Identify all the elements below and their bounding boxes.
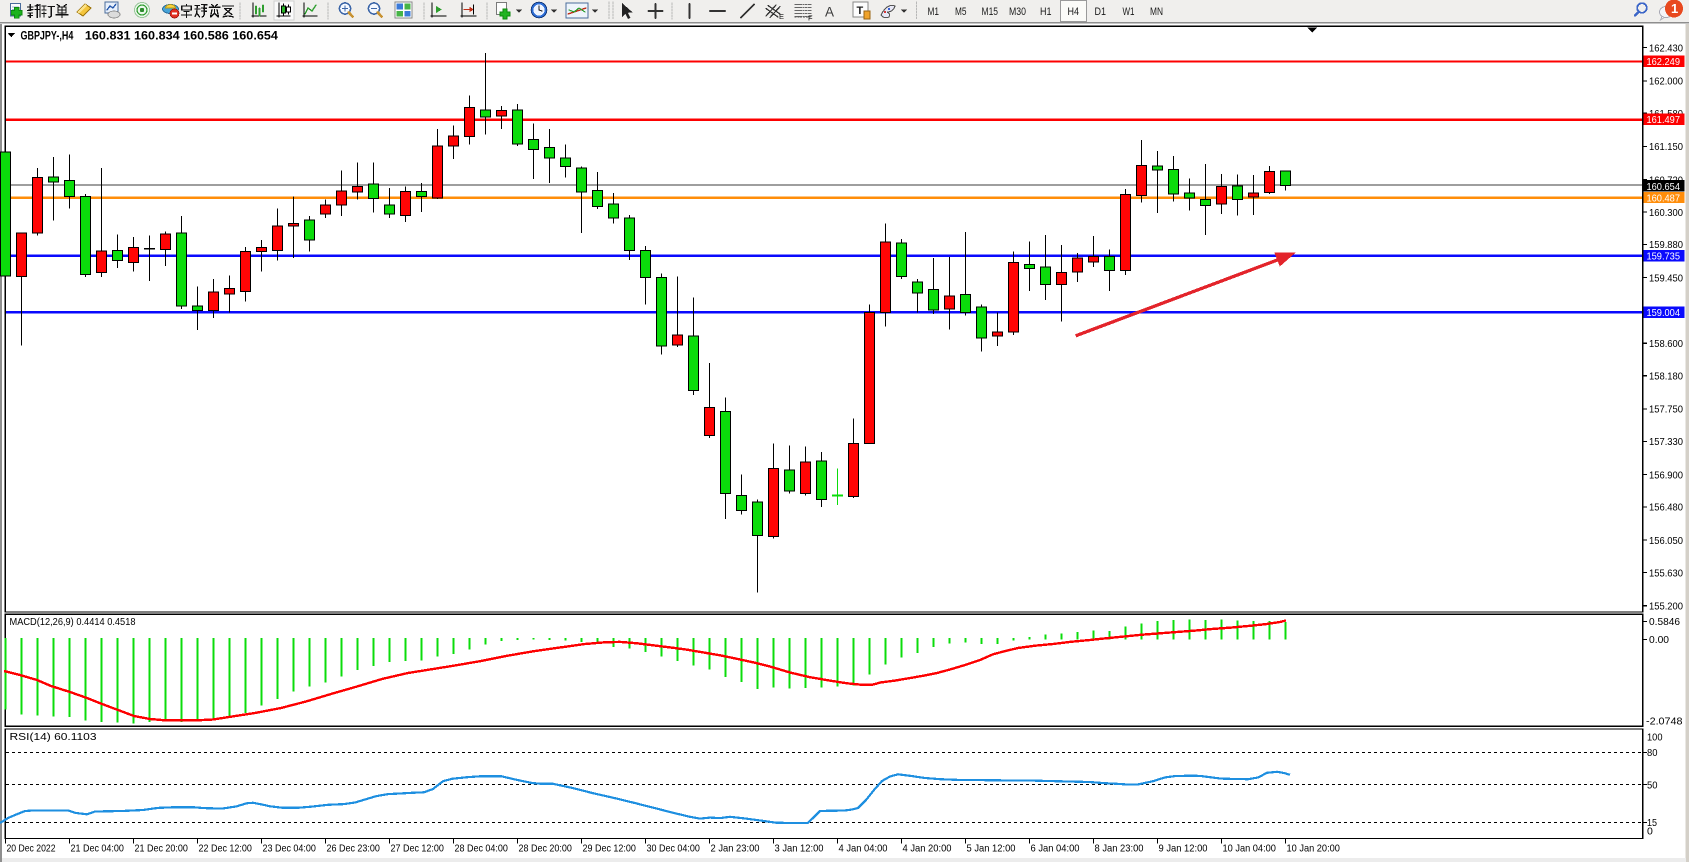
svg-text:1: 1 [1671, 1, 1678, 16]
svg-text:W1: W1 [1123, 6, 1135, 18]
svg-text:28 Dec 04:00: 28 Dec 04:00 [455, 843, 509, 855]
svg-text:4 Jan 04:00: 4 Jan 04:00 [839, 843, 888, 855]
svg-text:156.480: 156.480 [1649, 502, 1683, 514]
svg-text:RSI(14) 60.1103: RSI(14) 60.1103 [10, 731, 97, 743]
svg-text:15: 15 [1647, 817, 1657, 829]
svg-text:0: 0 [1647, 825, 1653, 837]
svg-text:162.000: 162.000 [1649, 76, 1683, 88]
svg-text:100: 100 [1647, 731, 1663, 743]
svg-text:156.050: 156.050 [1649, 535, 1683, 547]
svg-text:23 Dec 04:00: 23 Dec 04:00 [263, 843, 317, 855]
svg-text:160.831 160.834 160.586 160.65: 160.831 160.834 160.586 160.654 [85, 31, 279, 43]
svg-text:29 Dec 12:00: 29 Dec 12:00 [583, 843, 637, 855]
svg-text:9 Jan 12:00: 9 Jan 12:00 [1159, 843, 1208, 855]
svg-text:F: F [808, 14, 813, 23]
svg-text:159.450: 159.450 [1649, 272, 1683, 284]
svg-text:162.249: 162.249 [1647, 56, 1681, 68]
svg-text:162.430: 162.430 [1649, 42, 1683, 54]
svg-text:22 Dec 12:00: 22 Dec 12:00 [199, 843, 253, 855]
svg-text:E: E [779, 12, 784, 21]
svg-text:159.880: 159.880 [1649, 239, 1683, 251]
svg-text:20 Dec 2022: 20 Dec 2022 [7, 843, 56, 855]
svg-text:5 Jan 12:00: 5 Jan 12:00 [967, 843, 1016, 855]
svg-text:2 Jan 23:00: 2 Jan 23:00 [711, 843, 760, 855]
svg-text:10 Jan 04:00: 10 Jan 04:00 [1223, 843, 1277, 855]
svg-text:10 Jan 20:00: 10 Jan 20:00 [1287, 843, 1341, 855]
svg-text:159.004: 159.004 [1647, 307, 1681, 319]
svg-text:161.150: 161.150 [1649, 141, 1683, 153]
svg-text:28 Dec 20:00: 28 Dec 20:00 [519, 843, 573, 855]
svg-text:0.5846: 0.5846 [1649, 616, 1680, 628]
svg-text:3 Jan 12:00: 3 Jan 12:00 [775, 843, 824, 855]
svg-text:21 Dec 04:00: 21 Dec 04:00 [71, 843, 125, 855]
svg-text:A: A [825, 5, 834, 20]
svg-text:80: 80 [1647, 747, 1658, 759]
svg-text:159.735: 159.735 [1647, 251, 1681, 263]
svg-text:D1: D1 [1095, 6, 1107, 18]
svg-text:27 Dec 12:00: 27 Dec 12:00 [391, 843, 445, 855]
svg-text:MACD(12,26,9) 0.4414 0.4518: MACD(12,26,9) 0.4414 0.4518 [10, 616, 136, 628]
svg-text:T: T [857, 5, 864, 17]
svg-text:4 Jan 20:00: 4 Jan 20:00 [903, 843, 952, 855]
svg-text:155.200: 155.200 [1649, 601, 1683, 613]
svg-text:26 Dec 23:00: 26 Dec 23:00 [327, 843, 381, 855]
svg-text:8 Jan 23:00: 8 Jan 23:00 [1095, 843, 1144, 855]
svg-text:H4: H4 [1068, 6, 1080, 18]
svg-text:155.630: 155.630 [1649, 567, 1683, 579]
svg-text:GBPJPY-,H4: GBPJPY-,H4 [21, 31, 74, 43]
svg-text:M1: M1 [928, 6, 940, 18]
svg-text:-2.0748: -2.0748 [1646, 716, 1683, 728]
svg-text:50: 50 [1647, 779, 1658, 791]
svg-text:157.750: 157.750 [1649, 404, 1683, 416]
svg-text:M30: M30 [1009, 6, 1026, 18]
svg-text:161.497: 161.497 [1647, 114, 1681, 126]
svg-text:MN: MN [1150, 6, 1163, 18]
svg-text:30 Dec 04:00: 30 Dec 04:00 [647, 843, 701, 855]
svg-text:160.487: 160.487 [1647, 192, 1681, 204]
svg-text:6 Jan 04:00: 6 Jan 04:00 [1031, 843, 1080, 855]
svg-text:0.00: 0.00 [1649, 634, 1669, 646]
svg-text:158.600: 158.600 [1649, 338, 1683, 350]
svg-text:M5: M5 [955, 6, 967, 18]
svg-text:157.330: 157.330 [1649, 436, 1683, 448]
svg-text:158.180: 158.180 [1649, 371, 1683, 383]
svg-text:H1: H1 [1040, 6, 1052, 18]
svg-text:M15: M15 [982, 6, 999, 18]
svg-text:156.900: 156.900 [1649, 469, 1683, 481]
svg-text:160.654: 160.654 [1647, 181, 1681, 193]
svg-text:160.300: 160.300 [1649, 207, 1683, 219]
svg-text:21 Dec 20:00: 21 Dec 20:00 [135, 843, 189, 855]
